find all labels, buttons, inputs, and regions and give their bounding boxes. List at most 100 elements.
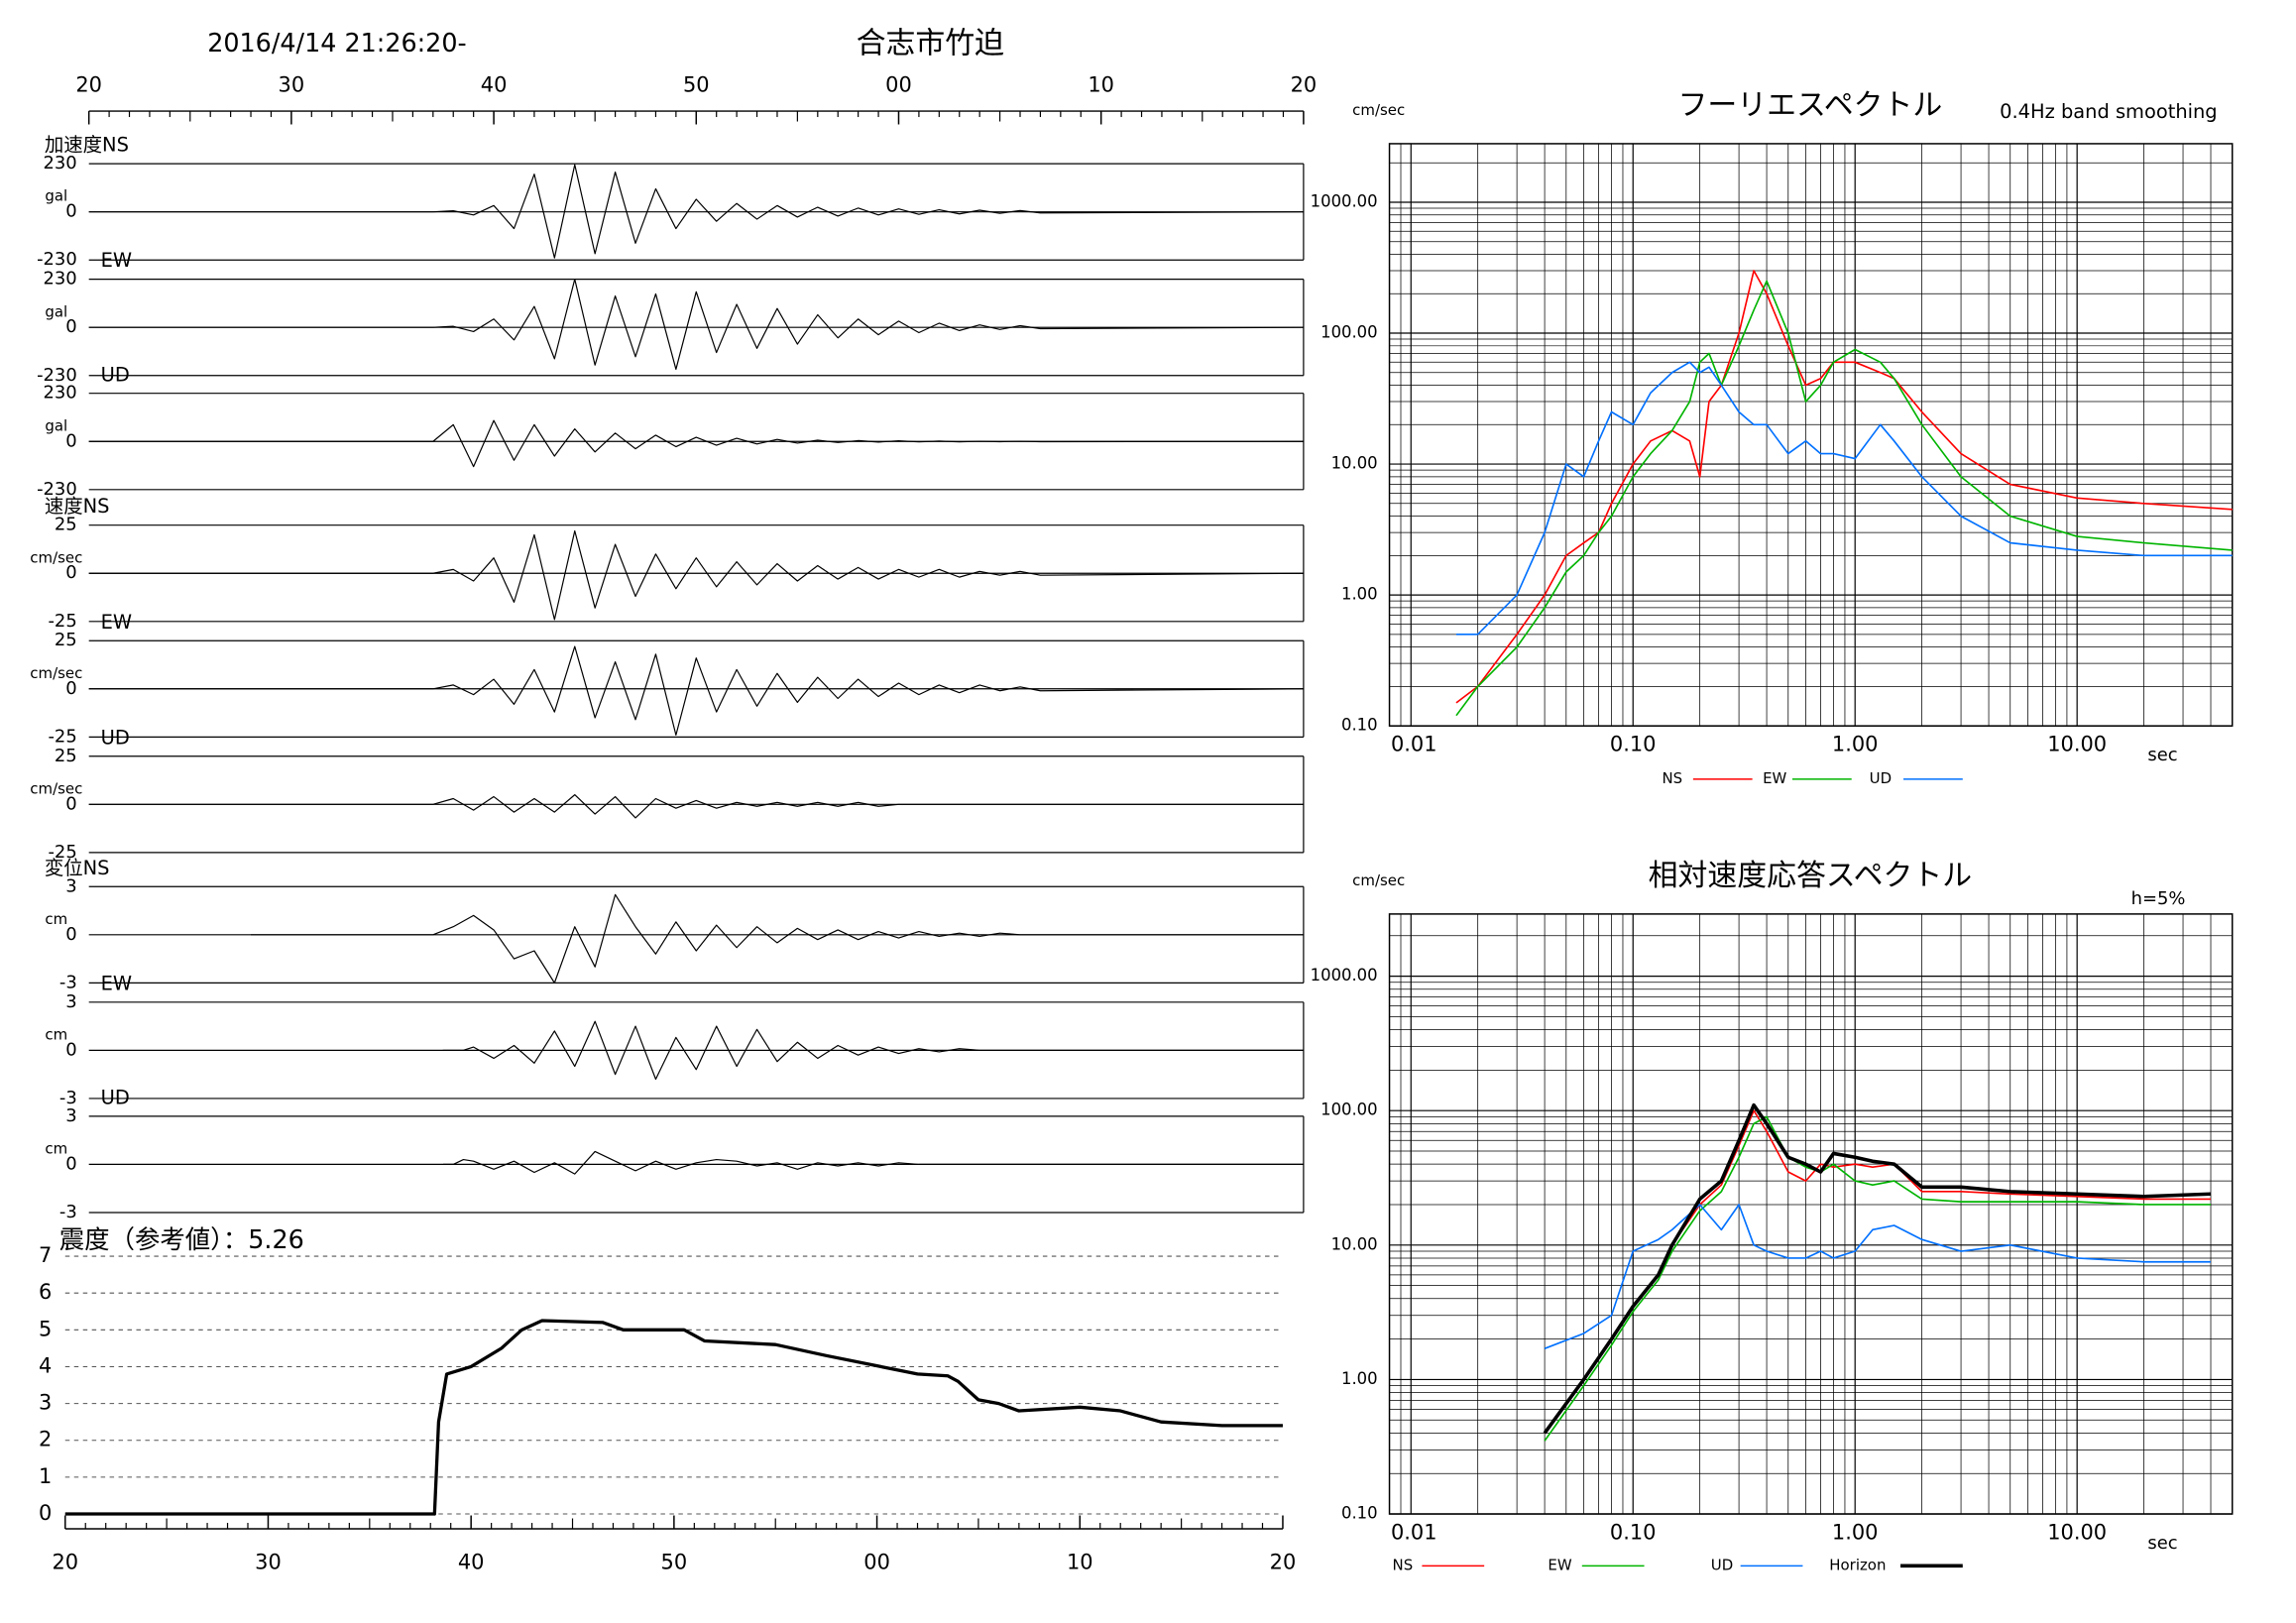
x-tick-label: 30: [279, 73, 305, 97]
data-line: [1543, 1102, 2212, 1435]
data-line: [1455, 280, 2233, 717]
y-tick-label: 3: [65, 1105, 76, 1126]
y-tick-label: 10.00: [1331, 454, 1378, 473]
x-tick-label: 10: [1067, 1550, 1093, 1573]
y-axis-unit: cm/sec: [1352, 101, 1405, 119]
panel-label: UD: [101, 726, 130, 749]
y-tick-label: 1: [39, 1464, 52, 1488]
y-tick-label: 0: [65, 793, 76, 814]
y-tick-label: -25: [48, 842, 76, 863]
y-axis-unit: cm/sec: [1352, 871, 1405, 889]
data-line: [88, 794, 1304, 819]
unit-label: cm/sec: [30, 779, 82, 797]
y-tick-label: 25: [55, 746, 77, 766]
x-tick-label: 40: [481, 73, 508, 97]
y-tick-label: 25: [55, 630, 77, 650]
y-tick-label: 0: [65, 924, 76, 945]
legend-label: EW: [1548, 1556, 1571, 1573]
y-tick-label: 100.00: [1320, 1101, 1377, 1119]
unit-label: cm/sec: [30, 548, 82, 566]
y-tick-label: -230: [37, 249, 77, 270]
y-tick-label: 0: [65, 201, 76, 222]
panel-label: 加速度NS: [45, 134, 129, 157]
y-tick-label: 230: [44, 383, 77, 404]
chart-title: 震度（参考値）：5.26: [59, 1224, 304, 1254]
data-line: [88, 164, 1304, 259]
y-tick-label: 7: [39, 1243, 52, 1267]
unit-label: cm: [45, 1139, 67, 1157]
y-tick-label: 0: [65, 430, 76, 451]
legend-label: UD: [1711, 1556, 1733, 1573]
record-datetime: 2016/4/14 21:26:20-: [207, 28, 466, 58]
legend-label: EW: [1763, 769, 1786, 787]
y-tick-label: 230: [44, 153, 77, 174]
data-line: [251, 893, 1304, 984]
panel-label: EW: [101, 249, 132, 272]
legend-label: Horizon: [1829, 1556, 1886, 1573]
x-tick-label: 00: [863, 1550, 890, 1573]
x-tick-label: 0.10: [1610, 733, 1657, 756]
x-tick-label: 0.01: [1391, 733, 1437, 756]
unit-label: gal: [45, 416, 67, 434]
panel-label: 速度NS: [45, 495, 110, 518]
y-tick-label: 5: [39, 1317, 52, 1340]
x-tick-label: 1.00: [1832, 1520, 1879, 1544]
panel-label: EW: [101, 972, 132, 994]
unit-label: cm/sec: [30, 664, 82, 682]
data-line: [1544, 1204, 2212, 1349]
legend-label: UD: [1870, 769, 1892, 787]
panel-label: UD: [101, 363, 130, 386]
x-tick-label: 20: [1291, 73, 1318, 97]
y-tick-label: -3: [59, 1088, 77, 1108]
data-line: [88, 645, 1304, 736]
x-tick-label: 50: [661, 1550, 688, 1573]
x-tick-label: 20: [1270, 1550, 1297, 1573]
x-tick-label: 30: [255, 1550, 282, 1573]
y-tick-label: 0: [65, 316, 76, 337]
y-tick-label: 25: [55, 515, 77, 535]
y-tick-label: -230: [37, 479, 77, 500]
data-line: [88, 419, 1304, 468]
y-tick-label: 0: [65, 1039, 76, 1060]
y-tick-label: 1.00: [1341, 1369, 1378, 1388]
x-tick-label: 20: [75, 73, 102, 97]
x-tick-label: 10: [1088, 73, 1114, 97]
unit-label: cm: [45, 1025, 67, 1043]
y-tick-label: 1000.00: [1311, 191, 1378, 210]
y-tick-label: 100.00: [1320, 323, 1377, 342]
y-tick-label: -25: [48, 726, 76, 747]
x-tick-label: 0.01: [1391, 1520, 1437, 1544]
x-tick-label: 0.10: [1610, 1520, 1657, 1544]
unit-label: gal: [45, 302, 67, 320]
y-tick-label: 230: [44, 269, 77, 290]
y-tick-label: 0: [65, 562, 76, 583]
chart-title: フーリエスペクトル: [1677, 88, 1942, 123]
y-tick-label: 0.10: [1341, 716, 1378, 735]
y-tick-label: 3: [65, 991, 76, 1012]
station-name: 合志市竹迫: [857, 26, 1005, 60]
x-axis-unit: sec: [2147, 1533, 2177, 1554]
x-tick-label: 1.00: [1832, 733, 1879, 756]
data-line: [443, 1150, 1304, 1175]
y-tick-label: 10.00: [1331, 1234, 1378, 1253]
x-tick-label: 20: [52, 1550, 78, 1573]
y-tick-label: 0: [65, 1153, 76, 1174]
y-tick-label: 1000.00: [1311, 966, 1378, 985]
chart-subtitle: 0.4Hz band smoothing: [2000, 100, 2218, 123]
unit-label: cm: [45, 910, 67, 928]
data-line: [64, 1319, 1283, 1516]
x-tick-label: 50: [683, 73, 710, 97]
y-tick-label: 6: [39, 1280, 52, 1304]
y-tick-label: 4: [39, 1353, 52, 1377]
data-line: [88, 279, 1304, 371]
legend-label: NS: [1662, 769, 1682, 787]
y-tick-label: 1.00: [1341, 585, 1378, 604]
x-tick-label: 00: [885, 73, 912, 97]
y-tick-label: -25: [48, 611, 76, 632]
y-tick-label: 0: [39, 1501, 52, 1525]
y-tick-label: -3: [59, 1202, 77, 1222]
y-tick-label: 0: [65, 678, 76, 699]
data-line: [1455, 361, 2233, 636]
legend-label: NS: [1393, 1556, 1414, 1573]
